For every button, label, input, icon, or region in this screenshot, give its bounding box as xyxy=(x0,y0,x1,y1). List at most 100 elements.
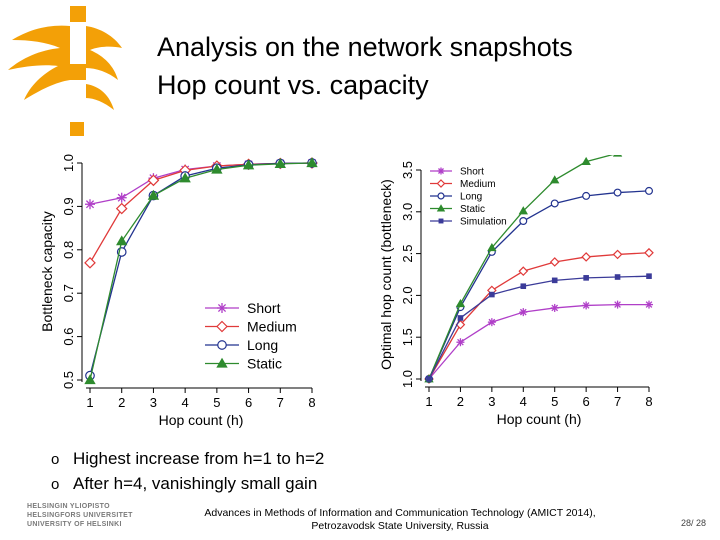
data-point-medium xyxy=(549,257,560,267)
data-point-medium xyxy=(115,202,128,215)
data-point-simulation xyxy=(551,277,558,284)
legend: Short Medium Long Static xyxy=(205,300,297,372)
y-tick-label: 0.9 xyxy=(61,197,76,215)
data-point-simulation xyxy=(614,274,621,280)
data-point-short xyxy=(645,300,653,309)
data-point-static xyxy=(147,189,160,200)
series-short xyxy=(425,300,653,383)
data-point-static xyxy=(179,172,191,183)
y-axis-title: Optimal hop count (bottleneck) xyxy=(378,179,394,370)
data-point-simulation xyxy=(520,283,527,290)
y-tick-label: 1.0 xyxy=(400,370,415,388)
data-point-static xyxy=(581,156,591,166)
legend-marker-static xyxy=(216,357,228,368)
legend-item-long: Long xyxy=(430,192,482,203)
legend-label-long: Long xyxy=(460,192,482,203)
series-line-long xyxy=(89,162,313,376)
data-point-long xyxy=(645,186,654,195)
y-tick-label: 3.5 xyxy=(400,161,415,179)
data-point-static xyxy=(274,158,286,169)
footer-line1: Advances in Methods of Information and C… xyxy=(204,507,596,519)
legend-item-short: Short xyxy=(430,167,484,178)
legend-label-short: Short xyxy=(247,300,281,316)
data-point-short xyxy=(85,199,95,210)
data-point-short xyxy=(116,192,127,203)
bullet-item-1: o Highest increase from h=1 to h=2 xyxy=(51,447,324,472)
data-point-long xyxy=(613,188,622,197)
legend-item-long: Long xyxy=(205,337,278,353)
x-tick-label: 2 xyxy=(118,395,125,410)
legend-marker-long xyxy=(437,192,445,200)
data-point-simulation xyxy=(426,376,432,382)
slide-title-line2: Hop count vs. capacity xyxy=(157,70,429,100)
data-point-static xyxy=(306,157,318,168)
x-tick-label: 6 xyxy=(583,394,590,409)
data-point-static xyxy=(84,374,96,385)
legend-label-static: Static xyxy=(247,356,282,372)
y-tick-label: 0.6 xyxy=(61,328,76,346)
series-line-static xyxy=(89,162,313,381)
flame-logo-shape xyxy=(8,6,122,136)
university-flame-logo xyxy=(8,6,122,136)
x-tick-label: 4 xyxy=(520,394,527,409)
x-tick-label: 8 xyxy=(645,394,652,409)
x-tick-label: 3 xyxy=(150,395,157,410)
legend-marker-static xyxy=(436,204,446,212)
data-point-static xyxy=(518,206,528,215)
legend-label-medium: Medium xyxy=(247,319,297,335)
x-tick-label: 7 xyxy=(277,395,284,410)
slide-title-line1: Analysis on the network snapshots xyxy=(157,32,573,62)
data-point-simulation xyxy=(583,275,589,281)
y-tick-label: 1.0 xyxy=(61,154,76,172)
y-tick-label: 1.5 xyxy=(400,328,415,346)
legend-item-simulation: Simulation xyxy=(430,217,507,228)
x-tick-label: 5 xyxy=(213,395,220,410)
data-point-simulation xyxy=(457,315,464,321)
x-tick-label: 2 xyxy=(457,394,464,409)
chart-optimal-hop-count: 1 2 3 4 5 6 7 8 1.0 1.5 2.0 2.5 3.0 3.5 Hop count (h) O… xyxy=(378,155,654,427)
bullet-list: o Highest increase from h=1 to h=2 o After… xyxy=(51,447,324,497)
data-point-short xyxy=(613,300,622,309)
data-point-medium xyxy=(518,266,529,277)
data-point-medium xyxy=(644,247,654,258)
y-axis-title: Bottleneck capacity xyxy=(39,211,55,332)
bullet-text-2: After h=4, vanishingly small gain xyxy=(73,474,318,493)
university-name-en: UNIVERSITY OF HELSINKI xyxy=(27,521,122,528)
data-point-static xyxy=(242,159,255,170)
legend-item-medium: Medium xyxy=(430,179,496,190)
legend-label-long: Long xyxy=(247,337,278,353)
data-point-short xyxy=(550,303,559,312)
series-line-medium xyxy=(428,252,650,380)
footer-citation: Advances in Methods of Information and C… xyxy=(160,507,640,533)
series-static xyxy=(84,157,318,385)
data-point-medium xyxy=(147,174,160,187)
bullet-item-2: o After h=4, vanishingly small gain xyxy=(51,472,324,497)
legend-marker-simulation xyxy=(438,218,444,224)
data-point-medium xyxy=(581,252,591,262)
data-point-short xyxy=(487,318,496,327)
university-name: HELSINGIN YLIOPISTO HELSINGFORS UNIVERSI… xyxy=(27,502,133,529)
legend-label-static: Static xyxy=(460,204,485,215)
data-point-static xyxy=(116,235,128,246)
bullet-marker: o xyxy=(51,451,60,468)
data-point-short xyxy=(456,338,465,347)
data-point-medium xyxy=(84,256,96,269)
y-tick-label: 0.8 xyxy=(61,241,76,259)
series-line-static xyxy=(428,155,614,380)
series-line-short xyxy=(428,303,649,380)
x-tick-label: 5 xyxy=(551,394,558,409)
page-number: 28/ 28 xyxy=(680,518,706,528)
footer-line2: Petrozavodsk State University, Russia xyxy=(311,520,489,532)
y-tick-label: 2.5 xyxy=(400,245,415,263)
legend-item-short: Short xyxy=(205,300,281,316)
legend-marker-medium xyxy=(216,320,228,333)
legend-label-short: Short xyxy=(460,167,484,178)
data-point-static xyxy=(211,163,223,174)
legend-item-static: Static xyxy=(430,204,485,215)
y-tick-label: 0.7 xyxy=(61,284,76,302)
data-point-short xyxy=(519,308,528,317)
data-point-static xyxy=(612,155,623,157)
data-point-medium xyxy=(612,249,623,260)
data-point-short xyxy=(582,301,591,310)
